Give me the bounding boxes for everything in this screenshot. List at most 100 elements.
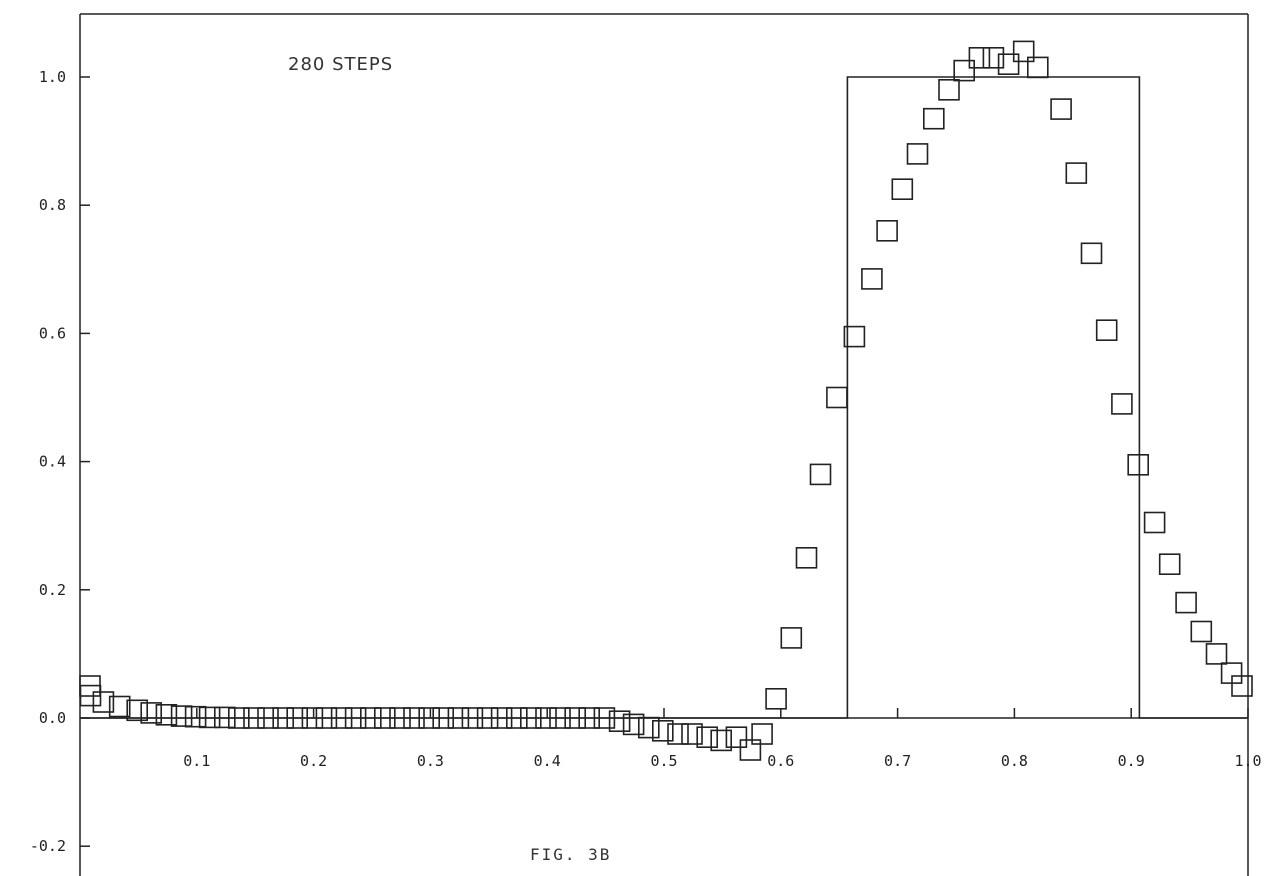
data-point-marker <box>344 707 367 729</box>
y-tick-label: -0.2 <box>30 837 66 855</box>
data-point-marker <box>228 707 250 729</box>
data-point-marker <box>519 707 542 729</box>
data-point-marker <box>795 546 818 569</box>
x-tick-label: 0.1 <box>183 752 210 770</box>
data-point-marker <box>505 707 528 729</box>
data-point-marker <box>780 627 803 649</box>
data-point-marker <box>92 691 115 713</box>
data-point-marker <box>637 716 660 739</box>
x-tick-label: 0.2 <box>300 752 327 770</box>
data-point-marker <box>1012 40 1035 63</box>
data-point-marker <box>447 707 470 729</box>
square-marker-series <box>79 40 1253 761</box>
data-point-marker <box>373 707 396 729</box>
data-point-marker <box>938 79 960 101</box>
x-tick-label: 0.3 <box>417 752 444 770</box>
data-point-marker <box>982 46 1005 69</box>
data-point-marker <box>765 687 787 710</box>
data-point-marker <box>997 53 1020 76</box>
data-point-marker <box>826 386 848 409</box>
y-tick-label: 1.0 <box>39 68 66 86</box>
y-tick-label: 0.2 <box>39 581 66 599</box>
data-point-marker <box>1231 675 1253 697</box>
data-point-marker <box>243 707 265 729</box>
data-point-marker <box>1190 620 1213 643</box>
chart-annotation: 280 STEPS <box>288 54 393 75</box>
data-point-marker <box>891 178 914 200</box>
plot-frame <box>79 13 1249 876</box>
data-point-marker <box>593 707 616 729</box>
data-point-marker <box>359 707 382 729</box>
data-point-marker <box>906 143 929 165</box>
figure-caption: FIG. 3B <box>530 845 611 864</box>
data-point-marker <box>1065 162 1088 184</box>
data-point-marker <box>1027 56 1049 79</box>
y-tick-label: 0.0 <box>39 709 66 727</box>
data-point-marker <box>578 707 601 729</box>
data-point-marker <box>432 707 455 729</box>
data-point-marker <box>535 707 557 729</box>
data-point-marker <box>549 707 571 729</box>
step-line <box>80 76 1248 719</box>
x-tick-label: 0.8 <box>1001 752 1028 770</box>
data-point-marker <box>1158 553 1181 576</box>
data-point-marker <box>286 707 309 729</box>
data-point-marker <box>968 46 991 69</box>
data-point-marker <box>257 707 279 729</box>
data-point-marker <box>622 713 645 736</box>
data-point-marker <box>1111 393 1133 415</box>
data-point-marker <box>725 726 748 749</box>
data-point-marker <box>681 723 703 745</box>
data-point-marker <box>843 325 866 348</box>
data-point-marker <box>79 684 102 707</box>
data-point-marker <box>330 707 353 729</box>
data-point-marker <box>953 59 976 82</box>
x-axis-ticks: 0.1 0.2 0.3 0.4 0.5 0.6 0.7 0.8 0.9 1.0 <box>183 708 1262 770</box>
x-tick-label: 0.7 <box>884 752 911 770</box>
data-point-marker <box>876 220 898 242</box>
x-tick-label: 0.5 <box>650 752 677 770</box>
data-point-marker <box>214 706 236 729</box>
data-point-marker <box>1050 98 1072 120</box>
y-tick-label: 0.6 <box>39 324 66 342</box>
data-point-marker <box>1095 319 1118 342</box>
data-point-marker <box>170 705 193 727</box>
data-point-marker <box>198 706 221 729</box>
data-point-marker <box>490 707 513 729</box>
y-tick-label: 0.4 <box>39 453 66 471</box>
data-point-marker <box>809 463 832 486</box>
data-point-marker <box>403 707 425 729</box>
data-point-marker <box>751 723 773 745</box>
x-tick-label: 0.6 <box>767 752 794 770</box>
x-tick-label: 0.9 <box>1118 752 1145 770</box>
data-point-marker <box>1205 643 1228 665</box>
data-point-marker <box>155 703 178 726</box>
data-point-marker <box>861 268 883 290</box>
y-tick-label: 0.8 <box>39 196 66 214</box>
data-point-marker <box>696 726 719 749</box>
data-point-marker <box>461 707 484 729</box>
data-point-marker <box>315 707 338 729</box>
data-point-marker <box>739 739 762 761</box>
data-point-marker <box>301 707 324 729</box>
x-tick-label: 1.0 <box>1234 752 1261 770</box>
data-point-marker <box>1175 591 1197 614</box>
data-point-marker <box>922 107 945 130</box>
data-point-marker <box>564 707 587 729</box>
data-point-marker <box>667 723 689 745</box>
data-point-marker <box>184 705 207 728</box>
data-point-marker <box>651 719 674 742</box>
data-point-marker <box>1143 511 1166 534</box>
data-point-marker <box>272 707 295 729</box>
data-point-marker <box>140 702 162 724</box>
data-point-marker <box>1080 242 1103 265</box>
data-point-marker <box>1127 453 1149 476</box>
data-point-marker <box>608 710 631 733</box>
data-point-marker <box>476 707 499 729</box>
x-tick-label: 0.4 <box>534 752 561 770</box>
data-point-marker <box>389 707 411 729</box>
data-point-marker <box>710 729 733 752</box>
data-point-marker <box>418 707 441 729</box>
data-point-marker <box>126 699 148 722</box>
